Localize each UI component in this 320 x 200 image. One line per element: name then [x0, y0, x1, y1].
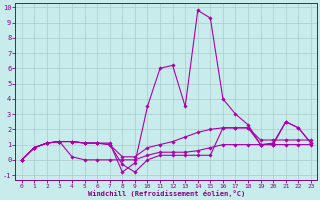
- X-axis label: Windchill (Refroidissement éolien,°C): Windchill (Refroidissement éolien,°C): [88, 190, 245, 197]
